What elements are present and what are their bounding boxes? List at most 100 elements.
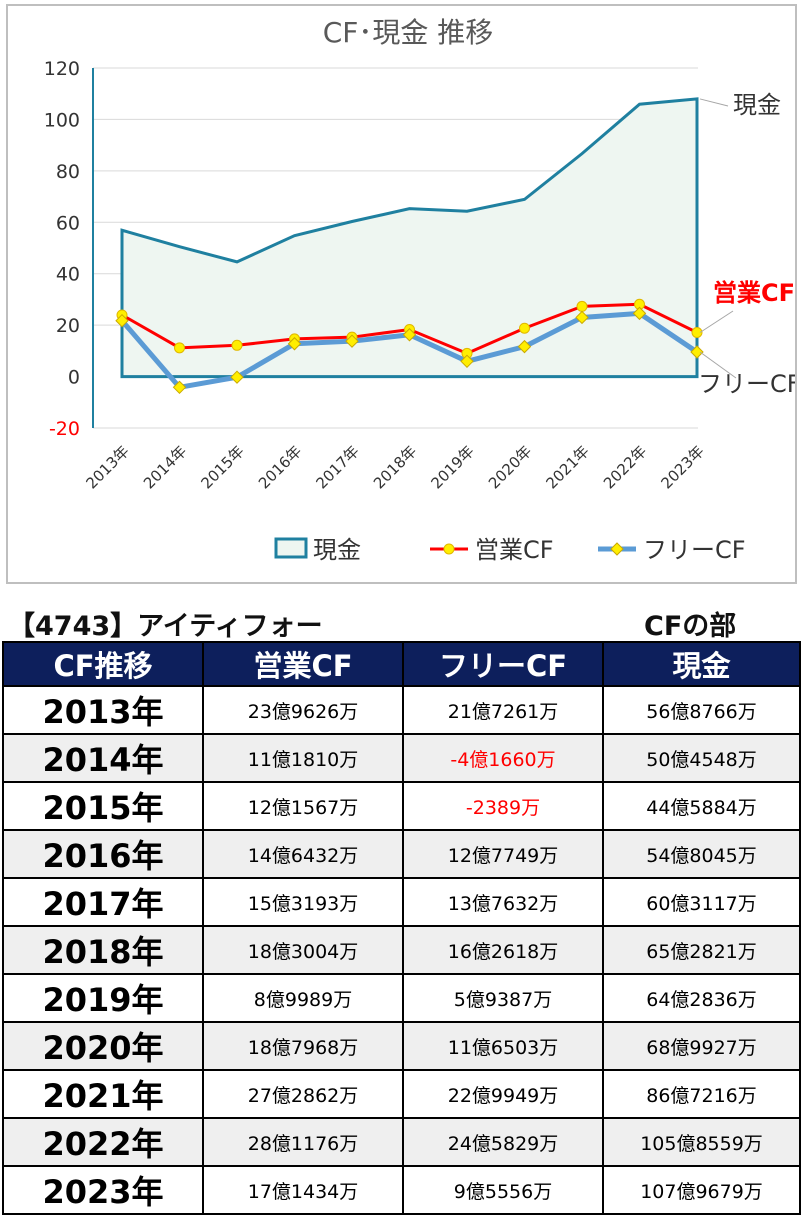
table-row: 2020年 18億7968万 11億6503万 68億9927万 [2,1021,801,1071]
free-cf-point [575,310,589,325]
y-tick-label: 80 [56,161,80,183]
operating-cf-cell: 15億3193万 [202,877,404,927]
table-row: 2018年 18億3004万 16億2618万 65億2821万 [2,925,801,975]
company-title: 【4743】アイティフォー [8,611,323,642]
legend-label: 現金 [313,536,361,564]
cash-area [120,97,699,379]
leader-line [699,98,729,107]
free-cf-cell: 12億7749万 [402,829,604,879]
x-tick-label: 2022年 [600,442,650,492]
y-tick-label: 0 [68,367,80,389]
free-cf-cell: 21億7261万 [402,685,604,735]
chart-title: CF･現金 推移 [323,16,494,49]
end-label: 営業CF [713,279,795,307]
end-label: 現金 [733,91,781,119]
free-cf-cell: 22億9949万 [402,1069,604,1119]
operating-cf-cell: 23億9626万 [202,685,404,735]
section-title: CFの部 [644,611,737,642]
x-tick-label: 2013年 [82,442,132,492]
y-tick-label: 40 [56,264,80,286]
free-cf-point [632,306,647,321]
table-row: 2021年 27億2862万 22億9949万 86億7216万 [2,1069,801,1119]
operating-cf-cell: 8億9989万 [202,973,404,1023]
legend-marker [443,543,455,555]
free-cf-cell: 9億5556万 [402,1165,604,1215]
operating-cf-point [691,326,703,338]
x-tick-label: 2017年 [312,442,362,492]
x-tick-label: 2020年 [485,442,535,492]
free-cf-point [517,339,532,354]
y-tick-label: 20 [56,315,80,337]
table-row: 2022年 28億1176万 24億5829万 105億8559万 [2,1117,801,1167]
cash-cell: 54億8045万 [602,829,801,879]
year-cell: 2023年 [2,1165,204,1215]
table-body: 2013年 23億9626万 21億7261万 56億8766万 2014年 11億181… [2,685,801,1215]
header-free-cf: フリーCF [402,641,604,687]
cash-cell: 56億8766万 [602,685,801,735]
operating-cf-cell: 18億7968万 [202,1021,404,1071]
x-tick-label: 2021年 [542,442,592,492]
x-tick-label: 2019年 [427,442,477,492]
x-tick-label: 2023年 [657,442,707,492]
x-tick-label: 2015年 [197,442,247,492]
leader-line [699,351,737,379]
year-cell: 2021年 [2,1069,204,1119]
leader-line [699,310,734,333]
legend-swatch-cash [274,537,308,559]
cash-cell: 60億3117万 [602,877,801,927]
cash-cell: 107億9679万 [602,1165,801,1215]
table-header-row: CF推移 営業CF フリーCF 現金 [2,641,801,687]
free-cf-point [287,337,302,351]
year-cell: 2018年 [2,925,204,975]
free-cf-point [402,328,417,342]
free-cf-point [345,334,359,348]
table-row: 2019年 8億9989万 5億9387万 64億2836万 [2,973,801,1023]
operating-cf-cell: 27億2862万 [202,1069,404,1119]
legend-marker [610,542,624,556]
legend-label: フリーCF [643,536,746,564]
free-cf-point [230,370,244,384]
free-cf-cell: 13億7632万 [402,877,604,927]
cash-cell: 65億2821万 [602,925,801,975]
table-row: 2016年 14億6432万 12億7749万 54億8045万 [2,829,801,879]
free-cf-cell: 24億5829万 [402,1117,604,1167]
operating-cf-cell: 12億1567万 [202,781,404,831]
free-cf-cell: 16億2618万 [402,925,604,975]
operating-cf-point [231,339,243,351]
operating-cf-point [174,342,185,354]
x-tick-label: 2018年 [370,442,420,492]
free-cf-cell: -4億1660万 [402,733,604,783]
year-cell: 2017年 [2,877,204,927]
operating-cf-cell: 28億1176万 [202,1117,404,1167]
free-cf-point [690,345,704,359]
year-cell: 2020年 [2,1021,204,1071]
free-cf-point [460,354,474,369]
y-tick-label: 120 [44,58,80,80]
operating-cf-point [519,322,530,334]
operating-cf-point [576,300,588,312]
year-cell: 2013年 [2,685,204,735]
cash-cell: 44億5884万 [602,781,801,831]
cash-cell: 105億8559万 [602,1117,801,1167]
operating-cf-cell: 17億1434万 [202,1165,404,1215]
free-cf-cell: 5億9387万 [402,973,604,1023]
operating-cf-cell: 18億3004万 [202,925,404,975]
cf-table: CF推移 営業CF フリーCF 現金 2013年 23億9626万 21億7261万… [2,641,801,1215]
x-tick-label: 2016年 [255,442,305,492]
table-row: 2017年 15億3193万 13億7632万 60億3117万 [2,877,801,927]
free-cf-point [172,380,187,395]
free-cf-point [115,313,129,328]
free-cf-cell: -2389万 [402,781,604,831]
cash-cell: 50億4548万 [602,733,801,783]
y-tick-label: 100 [44,109,80,131]
end-label: フリーCF [698,370,795,398]
year-cell: 2014年 [2,733,204,783]
year-cell: 2015年 [2,781,204,831]
cash-cell: 68億9927万 [602,1021,801,1071]
y-tick-label: -20 [49,418,80,440]
header-cf-trend: CF推移 [2,641,204,687]
header-operating-cf: 営業CF [202,641,404,687]
table-row: 2015年 12億1567万 -2389万 44億5884万 [2,781,801,831]
table-row: 2013年 23億9626万 21億7261万 56億8766万 [2,685,801,735]
